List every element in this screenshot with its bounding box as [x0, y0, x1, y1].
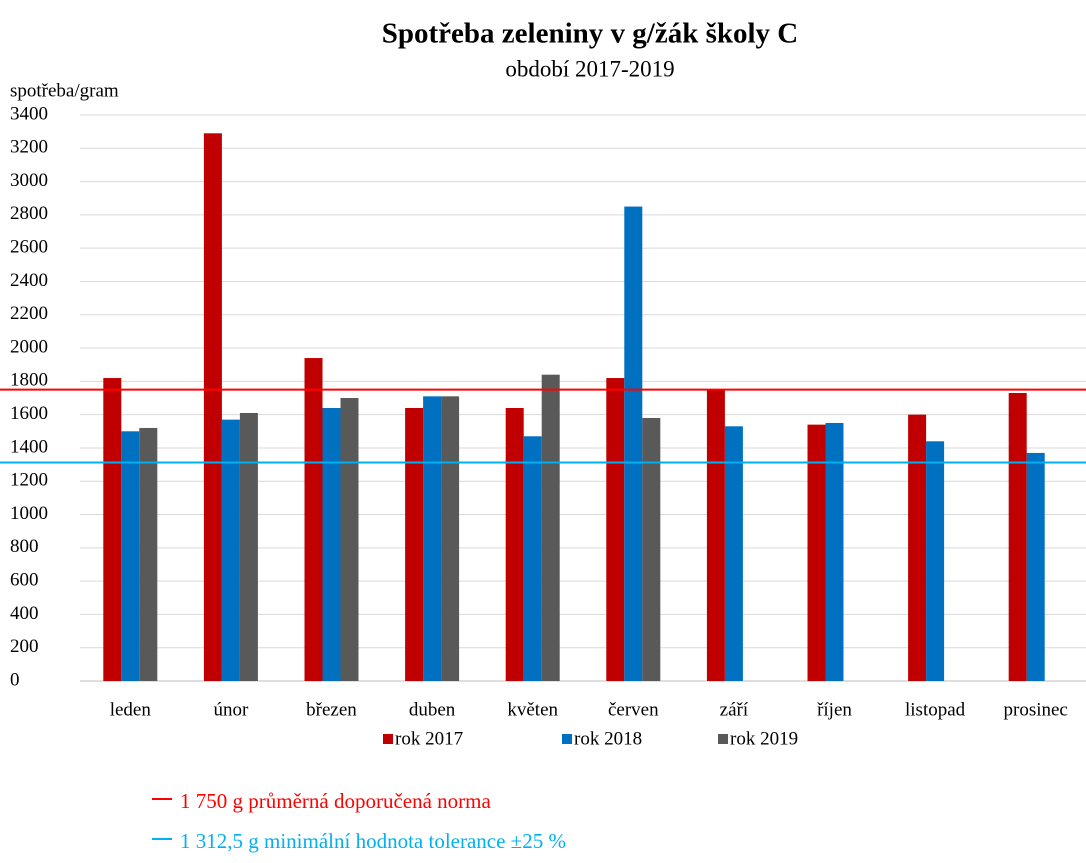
y-tick-label: 400 — [10, 603, 39, 624]
bar — [304, 358, 323, 681]
reference-legend-label: 1 750 g průměrná doporučená norma — [180, 789, 491, 813]
legend-label: rok 2019 — [730, 728, 798, 749]
x-tick-label: září — [720, 699, 749, 720]
bar — [926, 441, 945, 681]
bar — [322, 407, 341, 681]
bar — [1008, 393, 1027, 681]
bar — [239, 412, 258, 681]
y-tick-label: 600 — [10, 569, 39, 590]
bar — [441, 396, 460, 681]
bar — [706, 389, 725, 681]
bar — [121, 431, 140, 681]
bar — [405, 407, 424, 681]
reference-legend-label: 1 312,5 g minimální hodnota tolerance ±2… — [180, 829, 566, 853]
y-tick-label: 1400 — [10, 436, 48, 457]
x-tick-label: prosinec — [1004, 699, 1068, 720]
y-axis-label: spotřeba/gram — [10, 80, 119, 101]
bar — [606, 378, 625, 681]
y-tick-label: 2400 — [10, 270, 48, 291]
y-tick-label: 200 — [10, 636, 39, 657]
legend-swatch — [718, 734, 728, 744]
y-tick-label: 3000 — [10, 170, 48, 191]
x-tick-label: leden — [110, 699, 152, 720]
bar — [541, 374, 560, 681]
x-tick-label: květen — [507, 699, 558, 720]
x-tick-label: duben — [409, 699, 456, 720]
y-tick-label: 1600 — [10, 403, 48, 424]
x-tick-label: březen — [306, 699, 357, 720]
x-tick-label: listopad — [905, 699, 966, 720]
bar — [1026, 452, 1045, 681]
chart-subtitle: období 2017-2019 — [505, 56, 674, 81]
y-tick-label: 3400 — [10, 103, 48, 124]
y-tick-label: 2800 — [10, 203, 48, 224]
bar — [203, 133, 222, 681]
x-tick-label: únor — [213, 699, 249, 720]
bar — [423, 396, 442, 681]
bar — [908, 414, 927, 681]
y-tick-label: 2000 — [10, 336, 48, 357]
y-tick-label: 2200 — [10, 303, 48, 324]
bar — [724, 426, 743, 681]
legend-label: rok 2017 — [395, 728, 463, 749]
bar — [624, 206, 643, 681]
legend-label: rok 2018 — [574, 728, 642, 749]
y-tick-label: 0 — [10, 669, 20, 690]
x-tick-label: říjen — [817, 699, 852, 720]
bar — [103, 378, 122, 681]
legend-swatch — [383, 734, 393, 744]
bar — [505, 407, 524, 681]
y-tick-label: 1200 — [10, 470, 48, 491]
bar — [642, 417, 661, 681]
bar — [807, 424, 826, 681]
bar — [340, 398, 359, 681]
bar — [825, 422, 844, 681]
bar — [139, 427, 158, 681]
bar — [221, 419, 240, 681]
y-tick-label: 3200 — [10, 137, 48, 158]
y-tick-label: 2600 — [10, 237, 48, 258]
legend-swatch — [562, 734, 572, 744]
bar — [523, 436, 542, 681]
chart-title: Spotřeba zeleniny v g/žák školy C — [382, 18, 799, 50]
y-tick-label: 800 — [10, 536, 39, 557]
x-tick-label: červen — [608, 699, 659, 720]
y-tick-label: 1000 — [10, 503, 48, 524]
y-tick-label: 1800 — [10, 370, 48, 391]
